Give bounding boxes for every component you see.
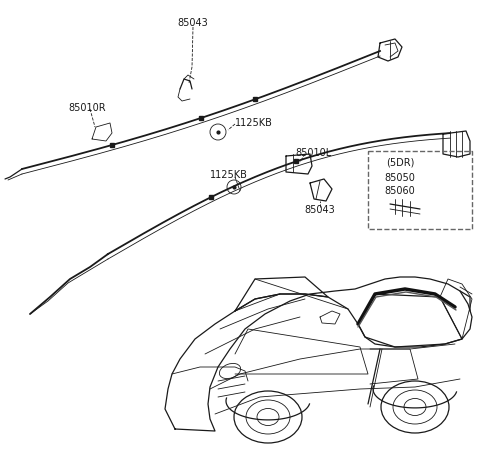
Bar (368, 152, 472, 230)
Text: 1125KB: 1125KB (210, 169, 248, 180)
Text: 1125KB: 1125KB (235, 118, 273, 128)
Text: 85050: 85050 (384, 173, 415, 182)
Text: 85043: 85043 (305, 205, 336, 214)
Text: 85043: 85043 (178, 18, 208, 28)
Text: 85010R: 85010R (68, 103, 106, 113)
Text: (5DR): (5DR) (386, 158, 414, 168)
Text: 85010L: 85010L (295, 148, 331, 158)
Text: 85060: 85060 (384, 186, 415, 195)
